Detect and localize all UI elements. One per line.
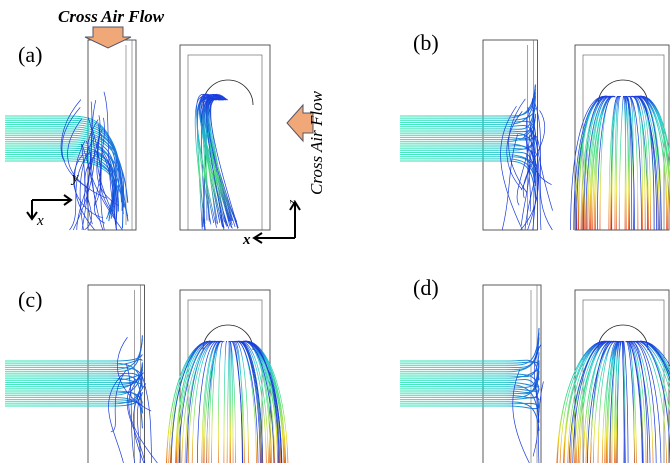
panel: (d) (400, 275, 670, 463)
streamline (5, 335, 142, 371)
axis-triad (27, 195, 300, 243)
streamline (400, 333, 539, 368)
streamline (400, 86, 535, 116)
streamline (400, 84, 535, 118)
streamline (400, 134, 535, 140)
streamline (224, 341, 227, 463)
streamline (218, 341, 224, 463)
drawing: (a) (b) (c) (d) (5, 30, 670, 463)
streamline (234, 341, 249, 463)
figure: (a) (b) (c) (d) Cross Air Flow Cross Air Fl… (0, 0, 670, 463)
panel-label: (b) (413, 30, 439, 55)
axis-label: y (70, 170, 79, 186)
streamline (5, 152, 122, 202)
panel: (a) (5, 40, 270, 230)
streamline (537, 136, 553, 230)
streamline (619, 96, 623, 230)
streamline (227, 341, 229, 463)
streamline (5, 354, 142, 361)
panel: (b) (400, 30, 670, 230)
panel-label: (c) (18, 287, 42, 312)
streamline (400, 328, 539, 365)
streamline (5, 157, 115, 218)
arrow (85, 27, 131, 48)
axis-label: x (36, 213, 44, 229)
streamline (5, 400, 142, 406)
annotation: Cross Air Flow (307, 90, 326, 195)
panel-label: (a) (18, 42, 42, 67)
annotation: Cross Air Flow (58, 7, 165, 26)
streamline (625, 341, 634, 463)
panel: (c) (5, 285, 288, 463)
axis-label: z (286, 199, 298, 205)
streamline (400, 406, 539, 409)
streamline (61, 100, 81, 161)
streamline (400, 89, 535, 125)
panel-label: (d) (413, 275, 439, 300)
axis-label: x (242, 232, 251, 248)
